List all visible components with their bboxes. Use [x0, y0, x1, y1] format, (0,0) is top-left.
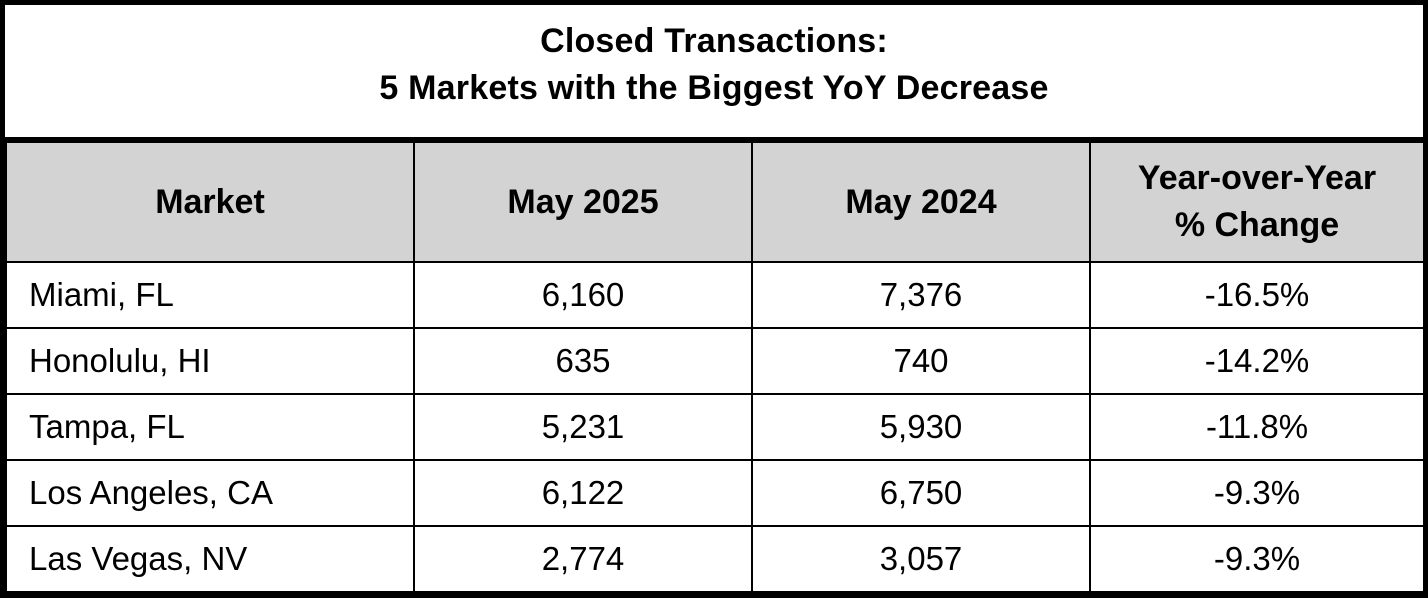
market-cell: Las Vegas, NV: [5, 525, 415, 593]
market-cell: Los Angeles, CA: [5, 459, 415, 527]
value-cell: -16.5%: [1089, 261, 1423, 329]
table-title-line2: 5 Markets with the Biggest YoY Decrease: [379, 69, 1049, 107]
value-cell: 5,930: [751, 393, 1091, 461]
market-cell: Tampa, FL: [5, 393, 415, 461]
table-row: Las Vegas, NV 2,774 3,057 -9.3%: [5, 525, 1423, 593]
header-may-2025: May 2025: [413, 141, 753, 263]
value-cell: -11.8%: [1089, 393, 1423, 461]
market-cell: Honolulu, HI: [5, 327, 415, 395]
header-market: Market: [5, 141, 415, 263]
market-cell: Miami, FL: [5, 261, 415, 329]
value-cell: 2,774: [413, 525, 753, 593]
table-row: Tampa, FL 5,231 5,930 -11.8%: [5, 393, 1423, 461]
value-cell: 6,750: [751, 459, 1091, 527]
header-yoy-change: Year-over-Year % Change: [1089, 141, 1423, 263]
table-row: Miami, FL 6,160 7,376 -16.5%: [5, 261, 1423, 329]
table-header: Market May 2025 May 2024 Year-over-Year …: [5, 141, 1423, 263]
value-cell: 5,231: [413, 393, 753, 461]
value-cell: 635: [413, 327, 753, 395]
value-cell: -9.3%: [1089, 525, 1423, 593]
value-cell: 6,122: [413, 459, 753, 527]
header-row: Market May 2025 May 2024 Year-over-Year …: [5, 141, 1423, 263]
header-may-2024: May 2024: [751, 141, 1091, 263]
value-cell: -14.2%: [1089, 327, 1423, 395]
value-cell: 6,160: [413, 261, 753, 329]
value-cell: 740: [751, 327, 1091, 395]
data-table: Market May 2025 May 2024 Year-over-Year …: [5, 141, 1423, 593]
table-row: Honolulu, HI 635 740 -14.2%: [5, 327, 1423, 395]
value-cell: -9.3%: [1089, 459, 1423, 527]
table-title: Closed Transactions: 5 Markets with the …: [5, 5, 1423, 141]
value-cell: 3,057: [751, 525, 1091, 593]
table-title-line1: Closed Transactions:: [540, 22, 888, 60]
table-body: Miami, FL 6,160 7,376 -16.5% Honolulu, HI 635…: [5, 261, 1423, 593]
table-row: Los Angeles, CA 6,122 6,750 -9.3%: [5, 459, 1423, 527]
value-cell: 7,376: [751, 261, 1091, 329]
